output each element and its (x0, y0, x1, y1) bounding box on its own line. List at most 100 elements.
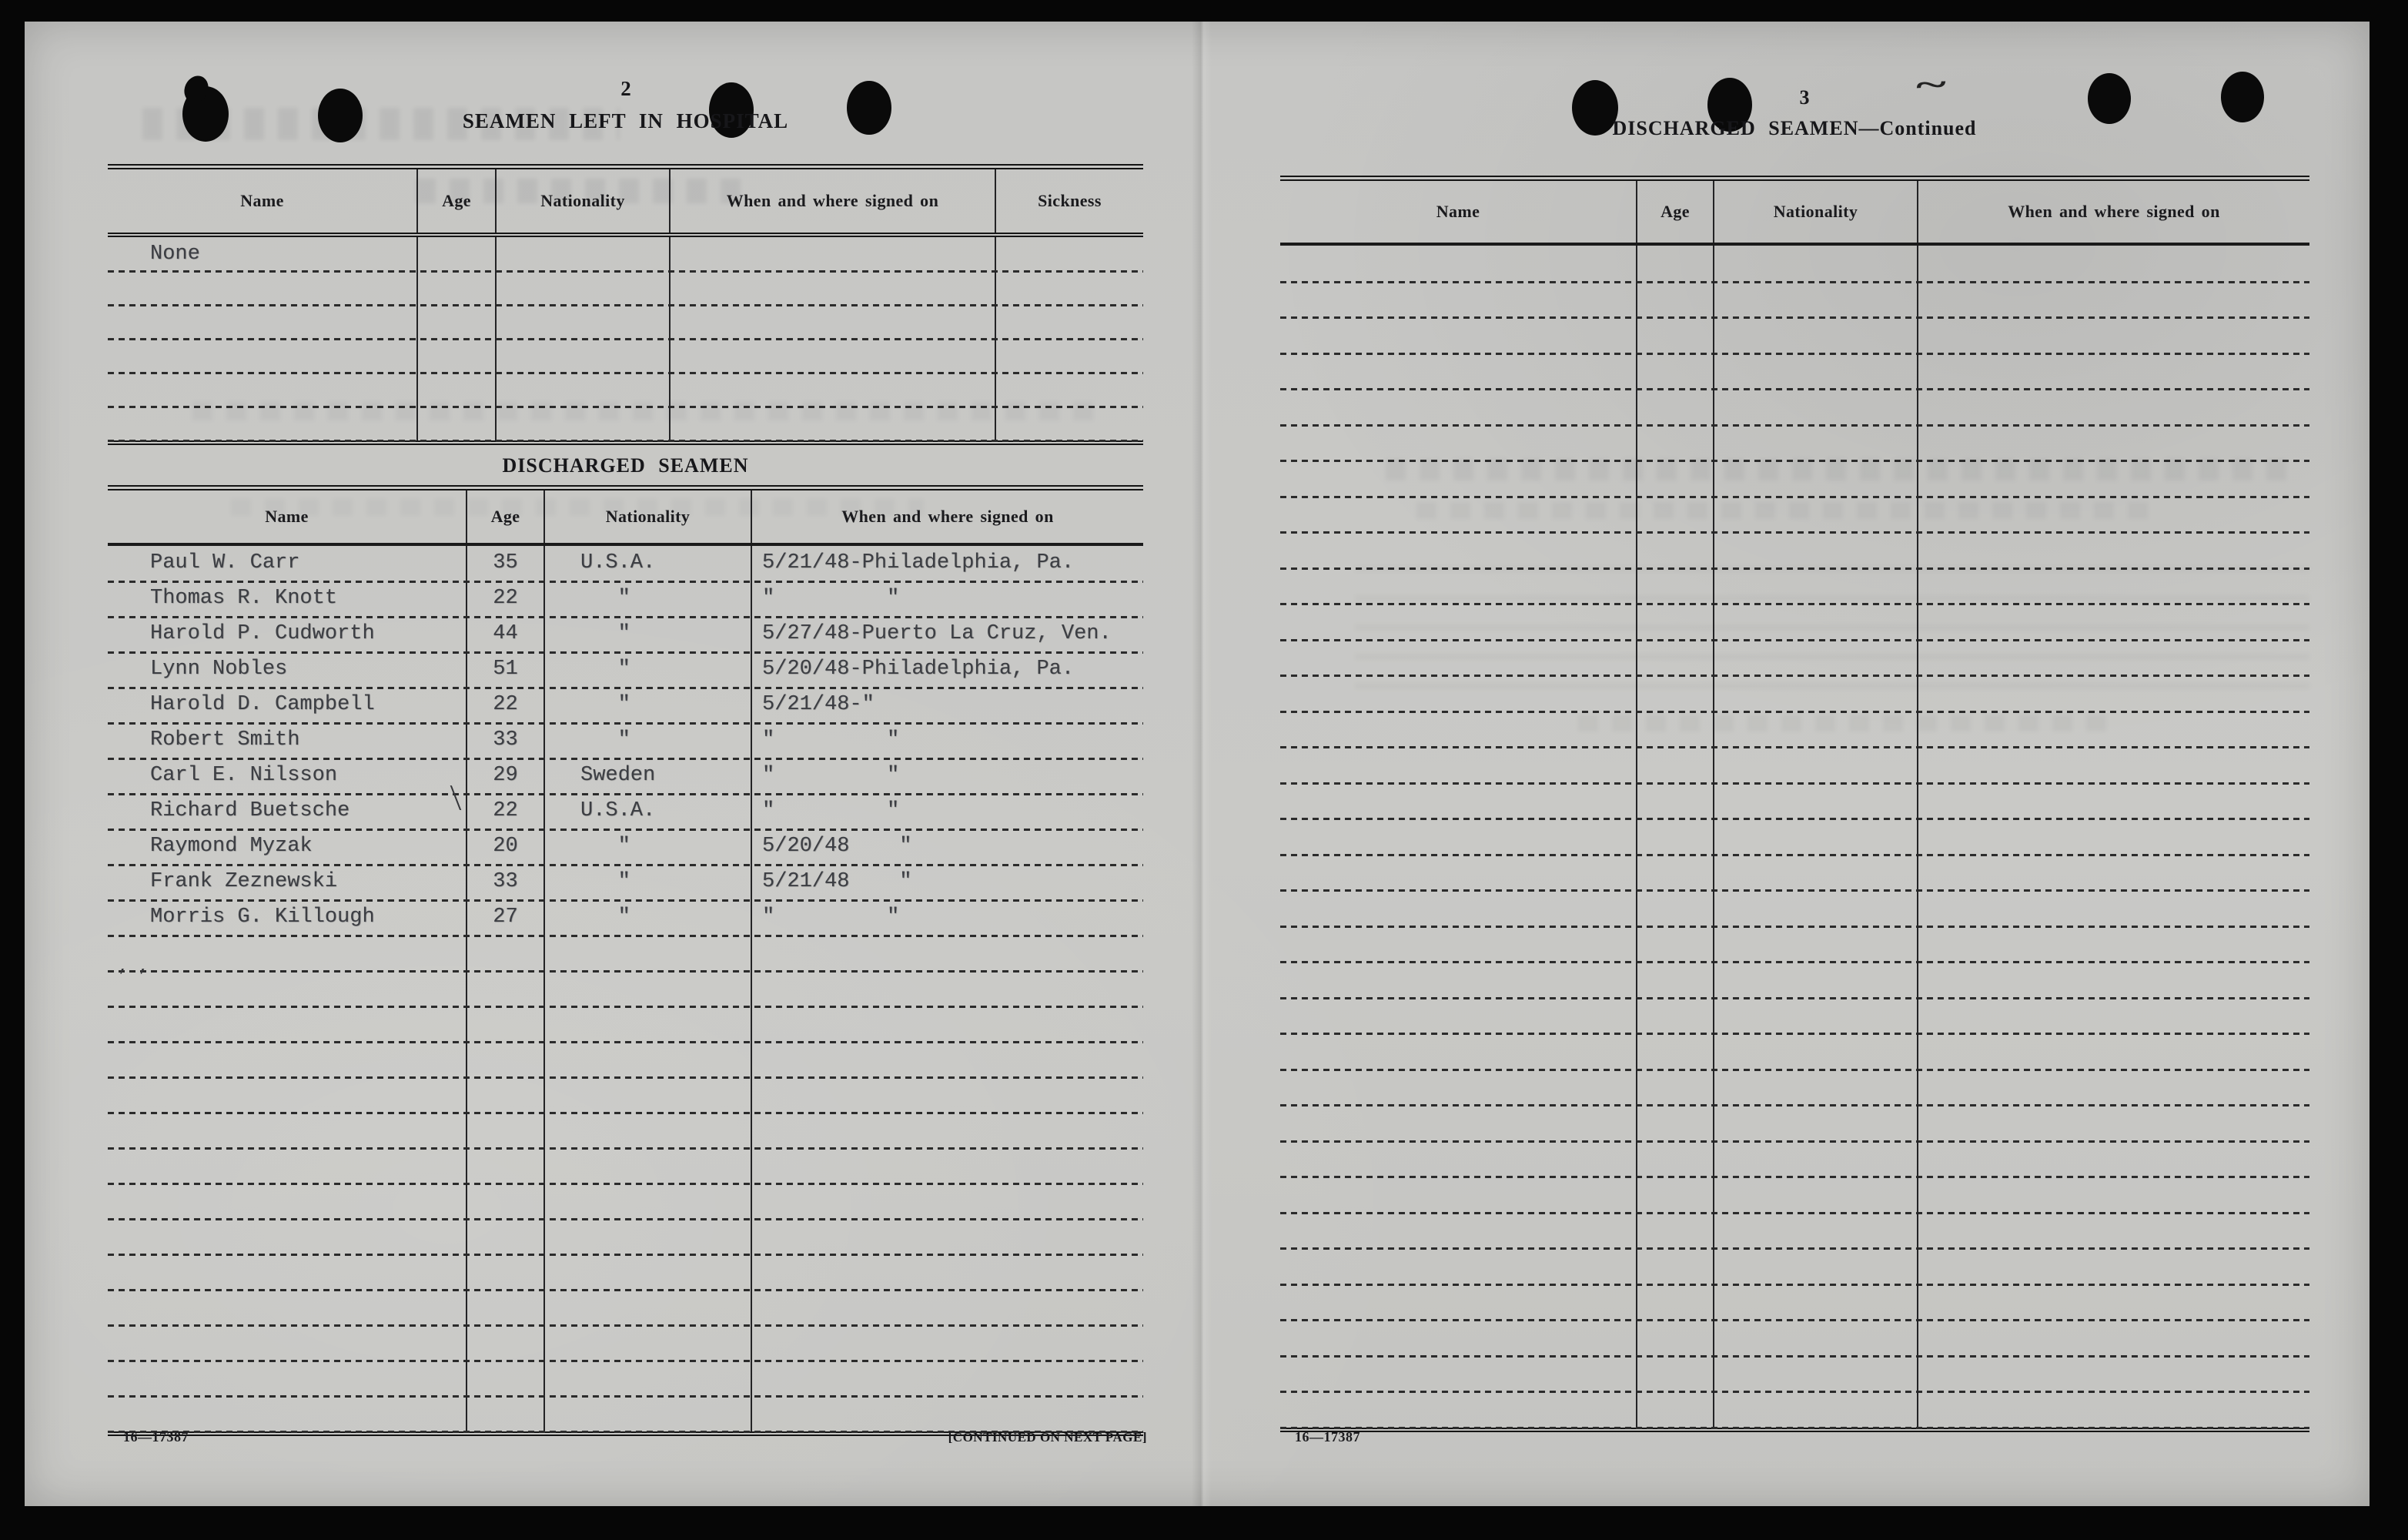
cell-age: 33 (466, 723, 543, 758)
cell-signed_on (1917, 281, 2309, 317)
cell-name: Harold P. Cudworth (150, 622, 375, 645)
column-header: Name (265, 507, 309, 526)
cell-age (1636, 819, 1713, 855)
cell-age (1636, 1212, 1713, 1248)
cell-nationality (1713, 317, 1917, 353)
cell-signed_on (669, 373, 995, 407)
cell-age (466, 1183, 543, 1219)
column-header: Nationality (543, 490, 751, 543)
table-row-empty (1280, 675, 2309, 712)
cell-age (466, 1219, 543, 1254)
cell-nationality (1713, 675, 1917, 711)
column-header: Sickness (995, 169, 1143, 233)
cell-age (1636, 496, 1713, 532)
cell-age (416, 407, 495, 440)
cell-age (466, 1254, 543, 1290)
cell-nationality (543, 1219, 751, 1254)
hospital-table-title: SEAMEN LEFT IN HOSPITAL (462, 109, 789, 132)
table-row-empty (1280, 782, 2309, 820)
cell-nationality (1713, 854, 1917, 890)
cell-nationality (495, 339, 669, 373)
table-row-empty (1280, 962, 2309, 999)
cell-name (1280, 675, 1636, 711)
cell-nationality (1713, 424, 1917, 460)
table-row-empty (1280, 353, 2309, 390)
cell-signed_on (751, 1290, 1143, 1325)
cell-signed_on: 5/21/48 " (751, 865, 1143, 900)
cell-name (108, 373, 416, 407)
cell-name: Harold D. Campbell (150, 693, 375, 716)
cell-signed_on (1917, 1248, 2309, 1284)
discharged-seamen-table: Name Age Nationality When and where signed … (108, 485, 1143, 1436)
column-header: Age (466, 490, 543, 543)
cell-signed_on (1917, 819, 2309, 855)
cell-nationality (495, 305, 669, 339)
cell-signed_on: " " (751, 758, 1143, 794)
cell-sickness (995, 305, 1143, 339)
left-form-number: 16—17387 (123, 1429, 189, 1445)
cell-signed_on (1917, 1212, 2309, 1248)
cell-nationality (543, 971, 751, 1006)
table-row: Harold P. Cudworth 44 " 5/27/48-Puerto La … (108, 617, 1143, 654)
cell-nationality (1713, 1069, 1917, 1105)
cell-nationality (1713, 1248, 1917, 1284)
right-page-number: 3 (1799, 86, 1810, 109)
cell-nationality: " (543, 617, 751, 652)
stray-pen-stroke: ╲ (448, 787, 463, 812)
cell-nationality (1713, 496, 1917, 532)
table-row-empty (108, 1183, 1143, 1220)
table-row-empty (108, 1361, 1143, 1398)
cell-name: Lynn Nobles (150, 658, 288, 681)
table-row-empty (1280, 819, 2309, 855)
cell-nationality (1713, 711, 1917, 747)
cell-nationality (543, 1325, 751, 1361)
cell-nationality (1713, 353, 1917, 389)
cell-sickness (995, 373, 1143, 407)
cell-name (1280, 1033, 1636, 1070)
cell-age (1636, 532, 1713, 568)
cell-name (1280, 282, 1636, 318)
table-row: Lynn Nobles 51 " 5/20/48-Philadelphia, Pa. (108, 652, 1143, 689)
table-row-empty (1280, 639, 2309, 677)
punch-hole (318, 89, 363, 142)
continued-table-body (1280, 246, 2309, 1428)
table-row-empty (1280, 246, 2309, 283)
cell-signed_on (1917, 460, 2309, 497)
cell-signed_on: " " (751, 723, 1143, 758)
cell-nationality: U.S.A. (543, 794, 751, 829)
cell-nationality: " (543, 900, 751, 936)
cell-signed_on (1917, 711, 2309, 747)
cell-nationality (1713, 962, 1917, 998)
cell-nationality (1713, 389, 1917, 425)
cell-nationality (1713, 567, 1917, 604)
cell-nationality (543, 1148, 751, 1183)
cell-signed_on (751, 971, 1143, 1006)
table-row-empty (108, 1290, 1143, 1327)
cell-age (416, 237, 495, 271)
cell-name: Richard Buetsche (150, 799, 350, 822)
table-row-empty (1280, 604, 2309, 641)
cell-age (466, 1290, 543, 1325)
cell-name (108, 936, 466, 971)
cell-signed_on (751, 1254, 1143, 1290)
cell-name (1280, 1141, 1636, 1177)
cell-name (1280, 317, 1636, 353)
cell-sickness (995, 339, 1143, 373)
cell-nationality (495, 407, 669, 440)
cell-age (466, 936, 543, 971)
cell-signed_on (1917, 675, 2309, 711)
cell-name: Frank Zeznewski (150, 870, 338, 893)
cell-age (466, 1325, 543, 1361)
cell-nationality (1713, 639, 1917, 675)
cell-name (108, 271, 416, 305)
cell-age (1636, 890, 1713, 926)
table-row: Carl E. Nilsson 29 Sweden " " (108, 758, 1143, 795)
cell-name (108, 1219, 466, 1254)
cell-name: Carl E. Nilsson (150, 764, 338, 787)
table-row-empty (108, 1148, 1143, 1185)
cell-signed_on (669, 305, 995, 339)
cell-age (1636, 317, 1713, 353)
cell-signed_on (751, 1077, 1143, 1113)
cell-name (108, 1113, 466, 1148)
cell-age: 33 (466, 865, 543, 900)
